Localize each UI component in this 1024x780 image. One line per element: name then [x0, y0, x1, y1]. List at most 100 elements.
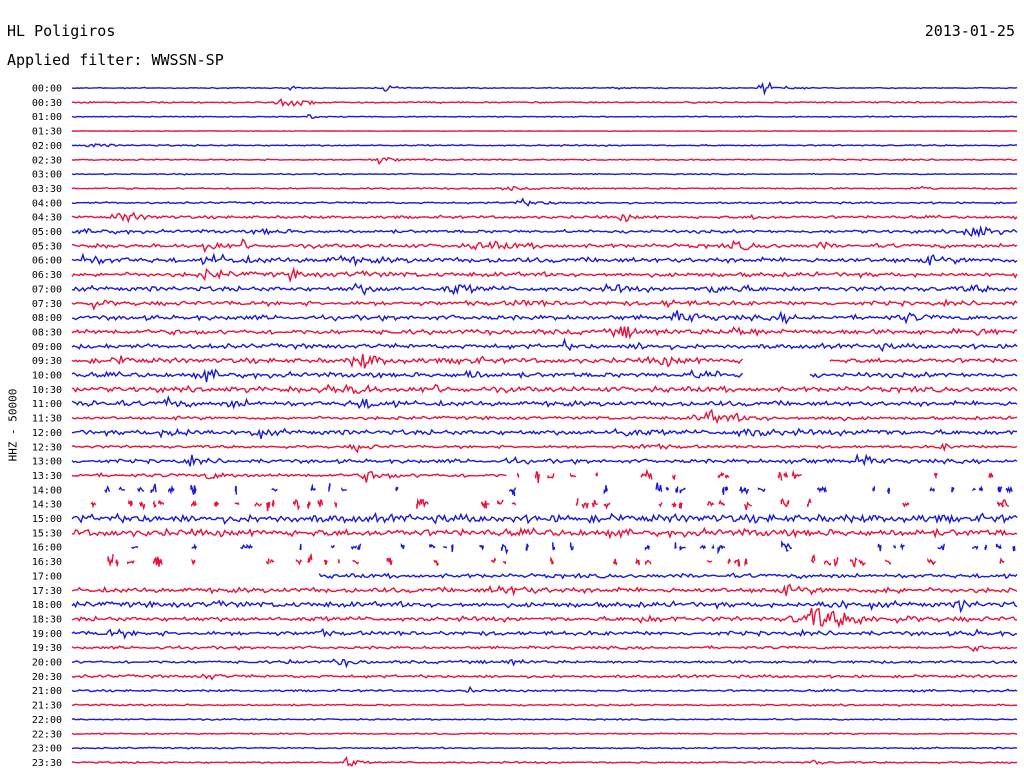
- trace-line: [71, 326, 1018, 340]
- trace-burst: [893, 544, 897, 549]
- trace-burst: [265, 557, 271, 565]
- trace-burst: [720, 471, 725, 477]
- trace-burst: [744, 501, 753, 511]
- trace-burst: [603, 485, 608, 495]
- trace-burst: [744, 558, 748, 567]
- trace-burst: [717, 545, 724, 555]
- trace-burst: [900, 543, 905, 551]
- trace-line: [71, 266, 1018, 284]
- trace-burst: [658, 502, 663, 508]
- trace-burst: [139, 500, 146, 511]
- time-label: 22:30: [32, 729, 62, 740]
- time-label: 09:00: [32, 342, 62, 353]
- trace-burst: [711, 543, 715, 549]
- station-name: HL Poligiros: [7, 22, 116, 40]
- trace-burst: [511, 501, 517, 506]
- trace-burst: [547, 473, 555, 479]
- time-label: 02:00: [32, 141, 62, 152]
- trace-burst: [807, 498, 812, 507]
- trace-burst: [675, 486, 679, 494]
- trace-burst: [783, 470, 789, 478]
- trace-burst: [324, 559, 328, 565]
- trace-burst: [429, 544, 436, 549]
- trace-line: [71, 114, 1018, 119]
- trace-burst: [877, 543, 882, 552]
- trace-burst: [671, 501, 677, 508]
- trace-burst: [442, 546, 448, 549]
- trace-line: [71, 395, 1018, 410]
- trace-burst: [293, 498, 301, 511]
- trace-burst: [271, 487, 278, 492]
- time-label: 00:00: [32, 84, 62, 95]
- trace-burst: [984, 544, 988, 550]
- trace-line: [71, 368, 1018, 383]
- trace-line: [71, 172, 1018, 176]
- trace-burst: [858, 559, 866, 567]
- trace-burst: [724, 474, 730, 479]
- trace-burst: [509, 487, 517, 493]
- trace-burst: [972, 487, 976, 492]
- time-label: 17:30: [32, 586, 62, 597]
- trace-burst: [191, 543, 198, 550]
- trace-burst: [254, 502, 263, 508]
- trace-burst: [115, 559, 119, 567]
- trace-burst: [872, 486, 876, 492]
- time-label: 10:30: [32, 385, 62, 396]
- trace-burst: [674, 542, 677, 549]
- trace-burst: [1001, 499, 1010, 507]
- time-label: 06:30: [32, 270, 62, 281]
- trace-burst: [246, 543, 253, 550]
- trace-burst: [978, 485, 984, 492]
- trace-burst: [130, 545, 139, 550]
- trace-burst: [591, 499, 599, 508]
- trace-burst: [833, 556, 839, 567]
- trace-burst: [299, 543, 302, 551]
- filter-label: Applied filter: WWSSN-SP: [7, 51, 224, 69]
- time-label: 09:30: [32, 356, 62, 367]
- trace-burst: [552, 542, 556, 551]
- trace-burst: [679, 546, 686, 551]
- time-label: 21:30: [32, 701, 62, 712]
- trace-line: [318, 572, 1018, 580]
- trace-burst: [150, 483, 157, 494]
- trace-burst: [334, 500, 338, 509]
- trace-burst: [678, 502, 683, 509]
- trace-line: [71, 746, 1018, 750]
- trace-burst: [885, 559, 892, 565]
- trace-burst: [717, 473, 722, 479]
- trace-burst: [1012, 546, 1016, 552]
- trace-burst: [90, 501, 97, 509]
- trace-line: [71, 717, 1018, 722]
- trace-burst: [644, 559, 652, 566]
- time-label: 20:00: [32, 658, 62, 669]
- trace-line: [71, 353, 1018, 369]
- trace-burst: [516, 472, 520, 478]
- trace-burst: [352, 560, 360, 565]
- time-label: 08:00: [32, 313, 62, 324]
- trace-burst: [137, 486, 145, 493]
- trace-line: [71, 673, 1018, 681]
- trace-line: [71, 282, 1018, 296]
- time-label: 16:00: [32, 543, 62, 554]
- trace-burst: [603, 502, 611, 510]
- trace-burst: [266, 501, 271, 512]
- trace-burst: [350, 545, 358, 551]
- trace-burst: [497, 499, 504, 505]
- time-labels: 00:00 00:30 01:00 01:30 02:00 02:30 03:00 03:30…: [32, 84, 62, 769]
- trace-burst: [337, 559, 341, 564]
- trace-burst: [937, 543, 945, 551]
- trace-burst: [665, 486, 670, 492]
- time-label: 18:00: [32, 600, 62, 611]
- time-label: 13:00: [32, 457, 62, 468]
- trace-burst: [479, 544, 484, 551]
- trace-burst: [699, 544, 707, 550]
- trace-burst: [635, 557, 640, 566]
- trace-burst: [214, 501, 218, 507]
- trace-burst: [999, 557, 1005, 564]
- trace-burst: [1005, 485, 1013, 494]
- trace-burst: [491, 556, 497, 564]
- trace-burst: [733, 559, 739, 565]
- trace-burst: [526, 543, 529, 551]
- trace-line: [71, 526, 1018, 540]
